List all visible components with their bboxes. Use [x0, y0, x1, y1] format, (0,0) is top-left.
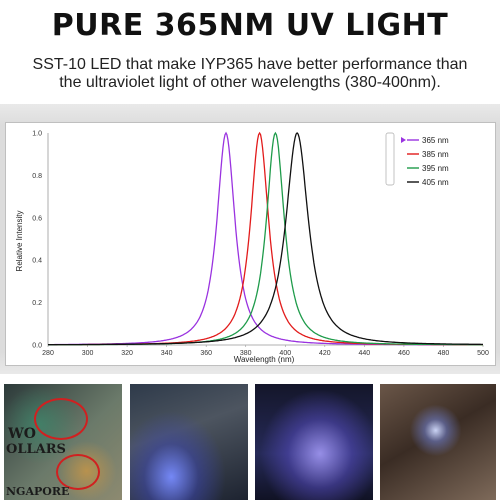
x-tick-label: 320	[121, 350, 133, 357]
y-tick-label: 0.8	[32, 173, 42, 180]
banknote-text: WO	[8, 426, 36, 442]
x-tick-label: 280	[42, 350, 54, 357]
highlight-circle	[56, 454, 100, 490]
x-tick-label: 360	[200, 350, 212, 357]
x-tick-label: 380	[240, 350, 252, 357]
series-line-365-nm	[48, 131, 483, 346]
legend-label: 395 nm	[422, 164, 449, 173]
legend-label: 405 nm	[422, 178, 449, 187]
chart-panel: 0.0 0.2 0.4 0.6 0.8 1.0 280 300 320 340 360 380 400 4…	[5, 122, 496, 366]
x-tick-label: 500	[477, 350, 489, 357]
banknote-text: OLLARS	[6, 442, 66, 457]
photo-flashlight-use	[380, 384, 496, 500]
x-tick-label: 480	[438, 350, 450, 357]
x-tick-label: 420	[319, 350, 331, 357]
banknote-text: NGAPORE	[6, 485, 70, 498]
photo-hand-nails	[255, 384, 373, 500]
y-tick-label: 0.2	[32, 300, 42, 307]
y-tick-label: 0.4	[32, 258, 42, 265]
x-tick-label: 440	[359, 350, 371, 357]
photo-banknote: WO OLLARS NGAPORE	[4, 384, 122, 500]
x-tick-label: 460	[398, 350, 410, 357]
chart-series	[48, 131, 483, 346]
y-tick-label: 0.6	[32, 215, 42, 222]
legend-label: 385 nm	[422, 150, 449, 159]
series-line-385-nm	[48, 131, 483, 346]
y-tick-label: 0.0	[32, 343, 42, 350]
series-line-395-nm	[48, 131, 483, 346]
y-axis-label: Relative Intensity	[15, 211, 24, 272]
x-tick-label: 300	[82, 350, 94, 357]
photo-floor-inspection	[130, 384, 248, 500]
x-axis-label: Wavelength (nm)	[234, 355, 295, 364]
x-tick-label: 340	[161, 350, 173, 357]
legend-label: 365 nm	[422, 136, 449, 145]
photo-strip: WO OLLARS NGAPORE	[0, 384, 500, 500]
series-line-405-nm	[48, 132, 483, 346]
x-tick-label: 400	[279, 350, 291, 357]
spectrum-chart: 0.0 0.2 0.4 0.6 0.8 1.0 280 300 320 340 360 380 400 4…	[15, 131, 489, 365]
page-title: PURE 365NM UV LIGHT	[51, 8, 449, 43]
subtitle-line-2: the ultraviolet light of other wavelengt…	[59, 74, 441, 91]
chart-legend: 365 nm 385 nm 395 nm 405 nm	[385, 132, 449, 187]
page-subtitle: SST-10 LED that make IYP365 have better …	[10, 56, 490, 92]
highlight-circle	[34, 398, 88, 440]
subtitle-line-1: SST-10 LED that make IYP365 have better …	[32, 56, 468, 73]
flashlight-icon	[385, 132, 395, 186]
legend-arrow-icon	[401, 137, 406, 143]
header: PURE 365NM UV LIGHT SST-10 LED that make…	[0, 0, 500, 104]
y-tick-label: 1.0	[32, 131, 42, 138]
